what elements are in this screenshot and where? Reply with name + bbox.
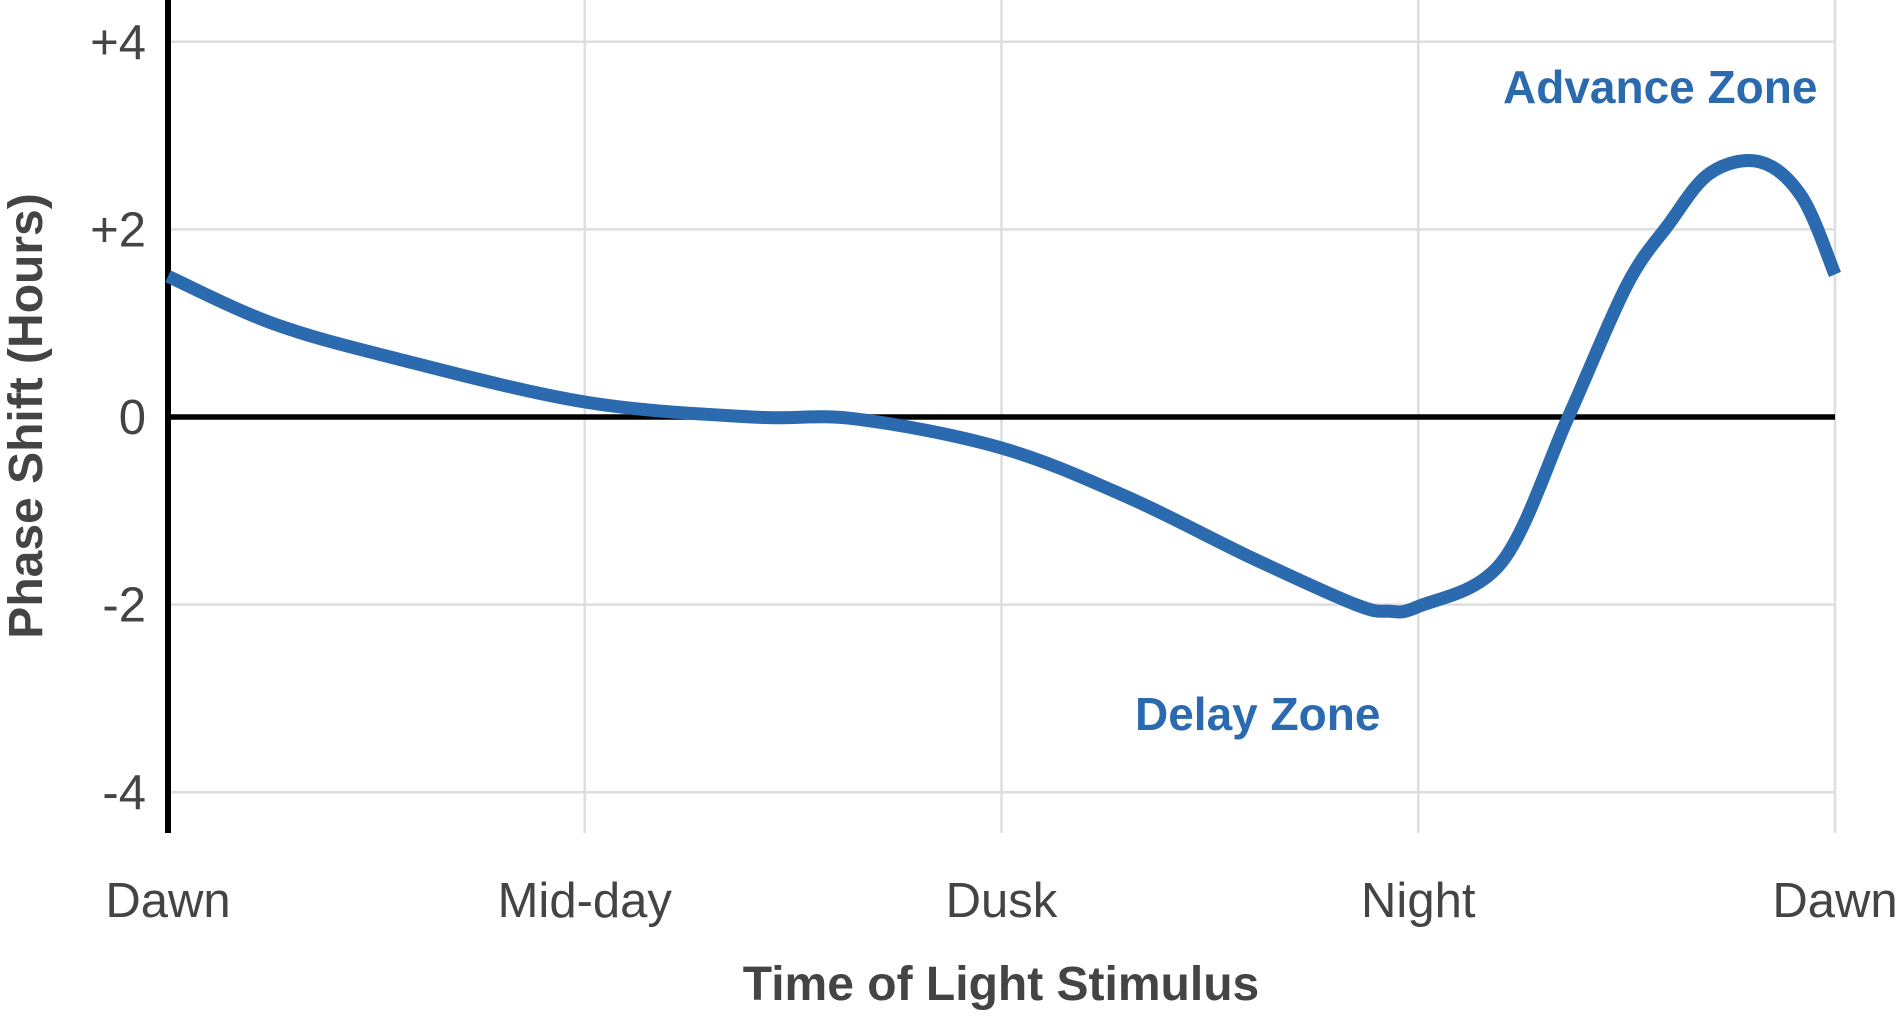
axes	[165, 0, 1835, 833]
phase-response-curve	[165, 154, 1842, 619]
y-tick-label: +2	[90, 203, 146, 257]
y-tick-label: -2	[102, 579, 146, 633]
x-tick-label: Dawn	[1772, 874, 1897, 928]
x-axis-title: Time of Light Stimulus	[743, 958, 1259, 1011]
y-tick-label: -4	[102, 766, 146, 820]
advance-zone-label: Advance Zone	[1503, 61, 1817, 113]
x-axis-tick-labels: Dawn Mid-day Dusk Night Dawn	[105, 874, 1897, 928]
x-tick-label: Dawn	[105, 874, 230, 928]
delay-zone-label: Delay Zone	[1135, 688, 1380, 740]
x-tick-label: Mid-day	[498, 874, 673, 928]
x-tick-label: Night	[1361, 874, 1476, 928]
x-tick-label: Dusk	[946, 874, 1058, 928]
y-tick-label: +4	[90, 16, 146, 70]
data-series	[165, 154, 1842, 619]
y-axis-title: Phase Shift (Hours)	[0, 193, 53, 638]
y-axis-tick-labels: +4 +2 0 -2 -4	[90, 16, 146, 820]
y-tick-label: 0	[119, 391, 146, 445]
